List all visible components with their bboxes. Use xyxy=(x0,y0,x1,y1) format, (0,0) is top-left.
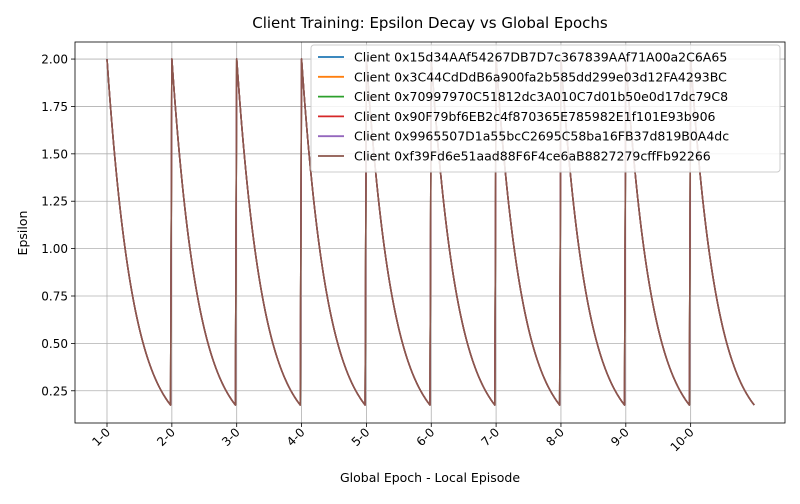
y-tick-label: 0.25 xyxy=(41,384,68,398)
x-tick-label: 4-0 xyxy=(284,425,308,449)
y-tick-label: 0.50 xyxy=(41,337,68,351)
y-tick-label: 1.50 xyxy=(41,147,68,161)
legend-label: Client 0x15d34AAf54267DB7D7c367839AAf71A… xyxy=(354,50,727,65)
y-tick-label: 2.00 xyxy=(41,53,68,67)
x-tick-label: 7-0 xyxy=(478,425,502,449)
x-axis-ticks: 1-0 2-0 3-0 4-0 5-0 6-0 7-0 8-0 9-0 10-0 xyxy=(89,423,697,454)
x-tick-label: 3-0 xyxy=(219,425,243,449)
x-tick-label: 2-0 xyxy=(154,425,178,449)
legend-box xyxy=(310,44,781,173)
series-lines xyxy=(106,58,755,406)
legend: Client 0x15d34AAf54267DB7D7c367839AAf71A… xyxy=(310,44,781,173)
y-tick-label: 1.00 xyxy=(41,242,68,256)
y-tick-label: 1.25 xyxy=(41,195,68,209)
chart-title: Client Training: Epsilon Decay vs Global… xyxy=(252,14,608,32)
x-tick-label: 1-0 xyxy=(89,425,113,449)
y-axis-ticks: 0.25 0.50 0.75 1.00 1.25 1.50 1.75 2.00 xyxy=(41,53,75,398)
legend-label: Client 0xf39Fd6e51aad88F6F4ce6aB8827279c… xyxy=(354,149,711,164)
y-tick-label: 0.75 xyxy=(41,290,68,304)
x-tick-label: 10-0 xyxy=(668,425,697,454)
legend-label: Client 0x70997970C51812dc3A010C7d01b50e0… xyxy=(354,89,728,104)
y-tick-label: 1.75 xyxy=(41,100,68,114)
x-tick-label: 9-0 xyxy=(608,425,632,449)
x-tick-label: 6-0 xyxy=(414,425,438,449)
x-axis-label: Global Epoch - Local Episode xyxy=(340,470,520,485)
series-line-6 xyxy=(106,58,755,406)
legend-label: Client 0x90F79bf6EB2c4f870365E785982E1f1… xyxy=(354,109,716,124)
y-axis-label: Epsilon xyxy=(15,211,30,256)
legend-label: Client 0x9965507D1a55bcC2695C58ba16FB37d… xyxy=(354,129,729,144)
x-tick-label: 8-0 xyxy=(543,425,567,449)
plot-frame xyxy=(74,41,786,424)
x-tick-label: 5-0 xyxy=(349,425,373,449)
legend-label: Client 0x3C44CdDdB6a900fa2b585dd299e03d1… xyxy=(354,69,727,84)
